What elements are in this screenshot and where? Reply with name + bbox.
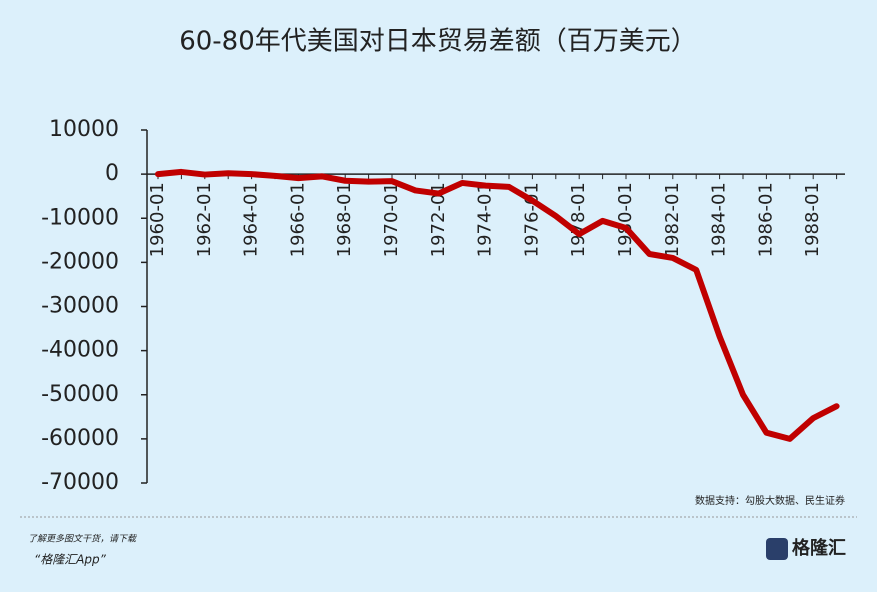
y-tick-label: 10000 — [49, 117, 119, 142]
y-tick-label: -70000 — [41, 470, 119, 495]
x-tick-label: 1974-01 — [475, 182, 496, 257]
x-tick-label: 1966-01 — [287, 182, 308, 257]
logo: 格隆汇 — [792, 537, 846, 559]
x-tick-label: 1970-01 — [381, 182, 402, 257]
x-tick-label: 1984-01 — [709, 182, 730, 257]
data-line — [155, 168, 840, 442]
y-tick-label: -50000 — [41, 382, 119, 407]
x-tick-label: 1962-01 — [194, 182, 215, 257]
x-tick-label: 1982-01 — [662, 182, 683, 257]
y-tick-label: -20000 — [41, 249, 119, 274]
chart-title: 60-80年代美国对日本贸易差额（百万美元） — [179, 27, 697, 57]
y-tick-label: -10000 — [41, 205, 119, 230]
footer-app: “格隆汇App” — [34, 553, 107, 567]
x-tick-label: 1972-01 — [428, 182, 449, 257]
x-tick-label: 1960-01 — [147, 182, 168, 257]
footer-text: 了解更多图文干货，请下载 — [28, 534, 137, 545]
x-tick-label: 1978-01 — [568, 182, 589, 257]
x-tick-label: 1986-01 — [755, 182, 776, 257]
logo-icon — [766, 538, 788, 560]
x-tick-label: 1980-01 — [615, 182, 636, 257]
x-tick-label: 1968-01 — [334, 182, 355, 257]
y-tick-label: -60000 — [41, 426, 119, 451]
y-tick-label: -30000 — [41, 294, 119, 319]
x-tick-label: 1964-01 — [241, 182, 262, 257]
source: 数据支持：勾股大数据、民生证券 — [695, 494, 845, 507]
y-tick-label: 0 — [105, 161, 119, 186]
x-tick-label: 1988-01 — [802, 182, 823, 257]
y-tick-label: -40000 — [41, 338, 119, 363]
